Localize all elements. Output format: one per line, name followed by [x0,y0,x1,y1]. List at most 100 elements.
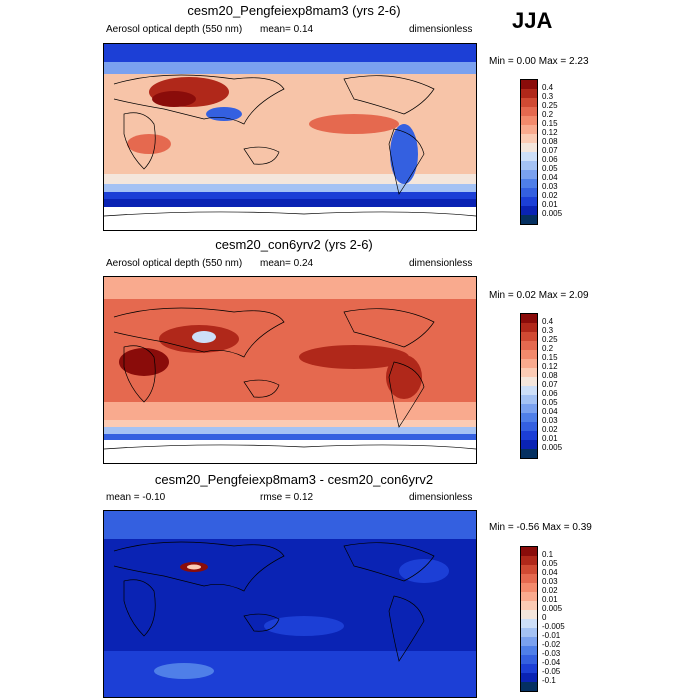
panel1-units: dimensionless [409,24,473,35]
panel2-mean: mean= 0.24 [260,258,314,269]
panel1-colorbar-swatch [521,161,537,170]
panel3-colorbar-label: 0.1 [542,550,554,559]
panel2-colorbar-label: 0.005 [542,443,563,452]
panel3-colorbar [520,546,538,692]
panel1-colorbar-label: 0.2 [542,110,554,119]
panel2-colorbar-swatch [521,314,537,323]
panel3-colorbar-swatch [521,655,537,664]
season-label: JJA [512,8,553,33]
panel1-colorbar-swatch [521,125,537,134]
panel3-colorbar-swatch [521,583,537,592]
panel1-colorbar-label: 0.05 [542,164,558,173]
panel2-colorbar-swatch [521,395,537,404]
panel1-colorbar-label: 0.25 [542,101,558,110]
panel1-title: cesm20_Pengfeiexp8mam3 (yrs 2-6) [187,3,401,18]
panel1-map [103,43,477,231]
panel1-colorbar-label: 0.07 [542,146,558,155]
panel3-colorbar-label: -0.005 [542,622,565,631]
panel3-map [103,510,477,698]
panel3-colorbar-swatch [521,592,537,601]
panel2-colorbar-label: 0.3 [542,326,554,335]
panel2-variable-label: Aerosol optical depth (550 nm) [106,258,243,269]
panel3-colorbar-label: 0.05 [542,559,558,568]
panel1-colorbar [520,79,538,225]
panel1-colorbar-label: 0.06 [542,155,558,164]
panel2-colorbar-label: 0.25 [542,335,558,344]
panel2-colorbar-label: 0.2 [542,344,554,353]
panel1-colorbar-swatch [521,80,537,89]
panel1-colorbar-label: 0.005 [542,209,563,218]
panel1-colorbar-label: 0.04 [542,173,558,182]
panel3-colorbar-swatch [521,646,537,655]
panel3-mean: mean = -0.10 [106,492,166,503]
panel3-colorbar-label: -0.05 [542,667,561,676]
panel2-colorbar-swatch [521,377,537,386]
panel1-colorbar-label: 0.08 [542,137,558,146]
panel1-mean: mean= 0.14 [260,24,314,35]
panel2-colorbar-swatch [521,413,537,422]
panel2-colorbar-label: 0.08 [542,371,558,380]
panel3-colorbar-swatch [521,637,537,646]
panel2-colorbar-label: 0.03 [542,416,558,425]
panel3-colorbar-label: -0.01 [542,631,561,640]
panel2-colorbar-label: 0.07 [542,380,558,389]
panel1-colorbar-swatch [521,197,537,206]
panel1-colorbar-label: 0.12 [542,128,558,137]
panel2-colorbar-swatch [521,386,537,395]
panel2-colorbar-swatch [521,332,537,341]
panel3-colorbar-swatch [521,619,537,628]
panel1-colorbar-swatch [521,89,537,98]
panel3-colorbar-swatch [521,574,537,583]
panel1-colorbar-swatch [521,107,537,116]
panel1-colorbar-swatch [521,98,537,107]
panel3-map-svg [104,511,476,697]
panel2-colorbar-label: 0.06 [542,389,558,398]
panel3-colorbar-label: 0.03 [542,577,558,586]
panel1-colorbar-swatch [521,206,537,215]
panel3-colorbar-label: 0.01 [542,595,558,604]
panel2-colorbar-label: 0.01 [542,434,558,443]
panel1-colorbar-label: 0.03 [542,182,558,191]
panel3-colorbar-swatch [521,565,537,574]
panel2-title: cesm20_con6yrv2 (yrs 2-6) [215,237,373,252]
panel2-colorbar-swatch [521,350,537,359]
panel1-colorbar-label: 0.01 [542,200,558,209]
panel3-colorbar-swatch [521,673,537,682]
panel3-colorbar-swatch [521,547,537,556]
panel1-minmax: Min = 0.00 Max = 2.23 [489,56,589,67]
panel2-map-svg [104,277,476,463]
panel2-units: dimensionless [409,258,473,269]
panel3-colorbar-label: 0.005 [542,604,563,613]
panel1-colorbar-swatch [521,170,537,179]
panel1-colorbar-label: 0.02 [542,191,558,200]
panel3-colorbar-swatch [521,601,537,610]
panel2-colorbar-swatch [521,341,537,350]
panel1-colorbar-swatch [521,116,537,125]
panel3-colorbar-label: 0.02 [542,586,558,595]
panel1-colorbar-swatch [521,143,537,152]
panel2-map [103,276,477,464]
panel3-colorbar-swatch [521,628,537,637]
panel1-colorbar-label: 0.3 [542,92,554,101]
panel3-colorbar-swatch [521,682,537,691]
panel3-rmse: rmse = 0.12 [260,492,314,503]
panel1-colorbar-swatch [521,188,537,197]
panel3-colorbar-swatch [521,556,537,565]
panel2-colorbar-label: 0.15 [542,353,558,362]
panel3-colorbar-label: 0 [542,613,547,622]
panel3-title: cesm20_Pengfeiexp8mam3 - cesm20_con6yrv2 [154,472,434,487]
panel1-colorbar-swatch [521,179,537,188]
panel2-colorbar-label: 0.4 [542,317,554,326]
panel2-colorbar-swatch [521,449,537,458]
panel2-colorbar [520,313,538,459]
panel2-colorbar-label: 0.04 [542,407,558,416]
panel1-colorbar-swatch [521,134,537,143]
panel3-colorbar-swatch [521,664,537,673]
panel2-colorbar-label: 0.12 [542,362,558,371]
panel3-colorbar-label: 0.04 [542,568,558,577]
panel2-colorbar-swatch [521,368,537,377]
panel3-colorbar-label: -0.03 [542,649,561,658]
panel2-colorbar-swatch [521,404,537,413]
panel2-minmax: Min = 0.02 Max = 2.09 [489,290,589,301]
panel2-colorbar-swatch [521,431,537,440]
